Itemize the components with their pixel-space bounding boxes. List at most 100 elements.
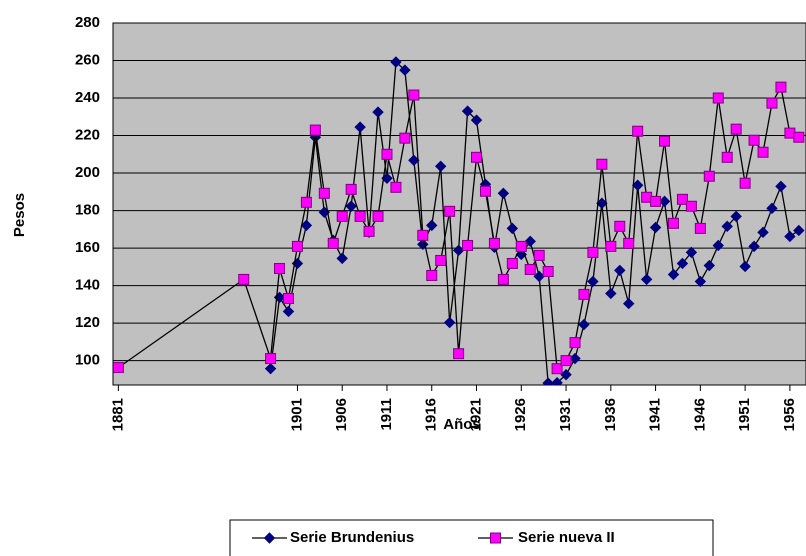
marker	[453, 348, 465, 360]
marker	[506, 222, 519, 235]
y-tick-label: 220	[75, 127, 100, 144]
marker	[426, 219, 438, 232]
marker	[703, 170, 715, 182]
marker	[757, 226, 769, 239]
legend-marker	[263, 532, 276, 544]
labels: 100 120 140 160 180 200 220 240 260 280 1881 1901 19…	[75, 14, 798, 431]
marker	[470, 114, 483, 126]
legend-box	[229, 519, 714, 556]
y-tick-label: 200	[75, 164, 100, 181]
marker	[265, 353, 277, 365]
x-tick-label: 1926	[512, 398, 529, 431]
marker	[264, 362, 277, 375]
marker	[578, 288, 590, 300]
marker	[274, 263, 286, 275]
marker	[596, 158, 608, 170]
x-tick-label: 1956	[781, 398, 798, 431]
marker	[345, 200, 357, 212]
marker	[408, 89, 420, 101]
marker	[533, 270, 545, 283]
marker	[658, 195, 671, 208]
marker	[757, 146, 769, 158]
marker	[488, 237, 500, 249]
marker	[739, 260, 751, 273]
marker	[659, 135, 671, 147]
y-tick-label: 240	[75, 89, 100, 106]
marker	[694, 275, 707, 288]
marker	[399, 64, 411, 76]
marker	[569, 337, 581, 349]
marker	[730, 210, 742, 223]
marker	[426, 269, 438, 281]
marker	[560, 355, 572, 367]
marker	[793, 131, 805, 143]
marker	[685, 246, 698, 259]
marker	[551, 377, 563, 385]
marker	[793, 224, 805, 237]
marker	[667, 268, 680, 281]
marker	[694, 222, 706, 234]
x-tick-label: 1946	[691, 398, 708, 431]
marker	[551, 363, 563, 375]
x-tick-label: 1931	[557, 398, 574, 431]
marker	[291, 240, 303, 252]
y-tick-label: 180	[75, 202, 100, 219]
marker	[462, 239, 474, 251]
marker	[381, 148, 393, 160]
marker	[417, 229, 429, 241]
marker	[471, 151, 483, 163]
marker	[623, 297, 635, 310]
y-tick-label: 260	[75, 51, 100, 68]
series-layer	[113, 56, 805, 385]
y-tick-label: 120	[75, 314, 100, 331]
marker	[703, 259, 716, 272]
marker	[766, 97, 778, 109]
marker	[712, 92, 724, 104]
marker	[497, 187, 510, 200]
marker	[587, 275, 599, 288]
marker	[461, 105, 474, 117]
marker	[327, 237, 339, 249]
marker	[336, 252, 348, 265]
marker	[614, 220, 626, 232]
marker	[318, 187, 330, 199]
marker	[730, 123, 742, 135]
marker	[336, 210, 348, 222]
marker	[640, 273, 653, 286]
marker	[515, 240, 527, 252]
marker	[542, 266, 554, 278]
marker	[533, 249, 545, 261]
x-tick-label: 1881	[109, 398, 126, 431]
marker	[238, 273, 250, 285]
marker	[435, 254, 447, 266]
marker	[676, 193, 688, 205]
y-axis-title: Pesos	[11, 193, 28, 237]
marker	[372, 210, 384, 222]
marker	[354, 210, 366, 222]
marker	[524, 263, 536, 275]
marker	[587, 246, 599, 258]
x-tick-label: 1921	[467, 398, 484, 431]
marker	[497, 273, 509, 285]
x-axis-title: Años	[443, 416, 481, 433]
marker	[721, 151, 733, 163]
marker	[345, 183, 357, 195]
marker	[667, 217, 679, 229]
marker	[479, 185, 491, 197]
marker	[390, 56, 402, 68]
marker	[632, 125, 644, 137]
x-tick-label: 1916	[423, 398, 440, 431]
legend-label: Serie Brundenius	[290, 529, 414, 546]
y-tick-label: 280	[75, 14, 100, 31]
marker	[282, 305, 295, 318]
y-tick-label: 100	[75, 352, 100, 369]
marker	[524, 235, 536, 248]
grid	[113, 22, 806, 391]
y-tick-label: 140	[75, 277, 100, 294]
legend-label: Serie nueva II	[518, 529, 615, 546]
marker	[408, 154, 420, 167]
x-tick-label: 1951	[736, 398, 753, 431]
marker	[748, 240, 760, 253]
marker	[372, 106, 384, 118]
